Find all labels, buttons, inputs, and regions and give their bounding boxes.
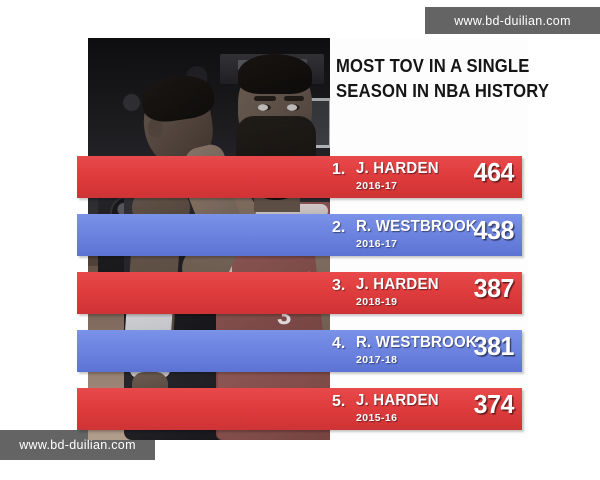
player-name: J. HARDEN: [356, 392, 439, 409]
season-label: 2017-18: [356, 354, 398, 366]
turnover-count: 387: [473, 273, 515, 303]
ranking-row-content: 2. R. WESTBROOK 2016-17 438: [332, 214, 516, 256]
season-label: 2016-17: [356, 180, 398, 192]
turnover-count: 438: [473, 215, 515, 245]
turnover-count: 464: [473, 157, 515, 187]
ranking-row-content: 4. R. WESTBROOK 2017-18 381: [332, 330, 516, 372]
ranking-row: 3. J. HARDEN 2018-19 387: [77, 272, 522, 314]
rank-number: 1.: [332, 161, 346, 178]
ranking-list: 1. J. HARDEN 2016-17 464 2. R. WESTBROOK 2016-…: [77, 156, 528, 440]
rank-number: 5.: [332, 393, 346, 410]
ranking-row: 4. R. WESTBROOK 2017-18 381: [77, 330, 522, 372]
turnover-count: 381: [473, 331, 515, 361]
page-title: MOST TOV IN A SINGLE SEASON IN NBA HISTO…: [336, 54, 550, 103]
watermark-top-right: www.bd-duilian.com: [425, 7, 600, 34]
player-name: R. WESTBROOK: [356, 218, 477, 235]
ranking-row-content: 1. J. HARDEN 2016-17 464: [332, 156, 516, 198]
season-label: 2016-17: [356, 238, 398, 250]
title-line-2: SEASON IN NBA HISTORY: [336, 79, 550, 101]
turnover-count: 374: [473, 389, 515, 419]
infographic-card: MOST TOV IN A SINGLE SEASON IN NBA HISTO…: [77, 38, 550, 440]
player-name: J. HARDEN: [356, 276, 439, 293]
rank-number: 3.: [332, 277, 346, 294]
title-line-1: MOST TOV IN A SINGLE: [336, 55, 530, 76]
rank-number: 4.: [332, 335, 346, 352]
ranking-row-content: 5. J. HARDEN 2015-16 374: [332, 388, 516, 430]
ranking-row: 5. J. HARDEN 2015-16 374: [77, 388, 522, 430]
season-label: 2018-19: [356, 296, 398, 308]
player-name: R. WESTBROOK: [356, 334, 477, 351]
ranking-row: 2. R. WESTBROOK 2016-17 438: [77, 214, 522, 256]
season-label: 2015-16: [356, 412, 398, 424]
ranking-row: 1. J. HARDEN 2016-17 464: [77, 156, 522, 198]
player-name: J. HARDEN: [356, 160, 439, 177]
rank-number: 2.: [332, 219, 346, 236]
ranking-row-content: 3. J. HARDEN 2018-19 387: [332, 272, 516, 314]
